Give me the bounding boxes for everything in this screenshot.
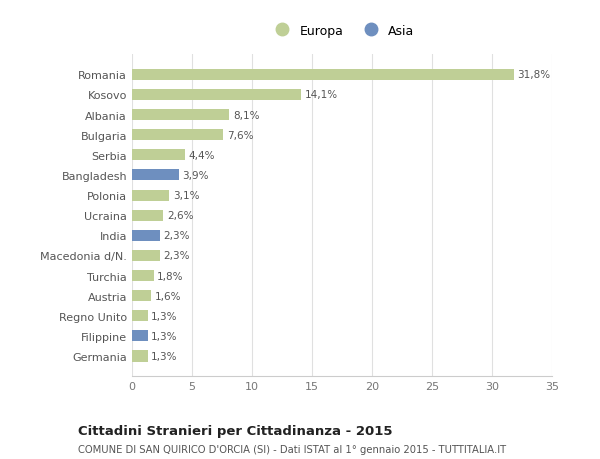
Bar [132, 230, 160, 241]
Text: COMUNE DI SAN QUIRICO D'ORCIA (SI) - Dati ISTAT al 1° gennaio 2015 - TUTTITALIA.: COMUNE DI SAN QUIRICO D'ORCIA (SI) - Dat… [78, 444, 506, 454]
Bar [132, 190, 169, 201]
Text: 3,9%: 3,9% [182, 171, 209, 180]
Bar [132, 150, 185, 161]
Bar [132, 210, 163, 221]
Text: 1,3%: 1,3% [151, 331, 178, 341]
Text: Cittadini Stranieri per Cittadinanza - 2015: Cittadini Stranieri per Cittadinanza - 2… [78, 425, 392, 437]
Bar [132, 170, 179, 181]
Text: 1,3%: 1,3% [151, 311, 178, 321]
Text: 1,8%: 1,8% [157, 271, 184, 281]
Text: 2,3%: 2,3% [163, 251, 190, 261]
Bar [132, 130, 223, 141]
Bar [132, 330, 148, 341]
Text: 7,6%: 7,6% [227, 130, 253, 140]
Text: 1,3%: 1,3% [151, 351, 178, 361]
Bar [132, 110, 229, 121]
Bar [132, 291, 151, 302]
Text: 2,3%: 2,3% [163, 231, 190, 241]
Text: 1,6%: 1,6% [155, 291, 181, 301]
Bar [132, 270, 154, 281]
Bar [132, 90, 301, 101]
Bar [132, 311, 148, 322]
Text: 31,8%: 31,8% [517, 70, 550, 80]
Bar [132, 351, 148, 362]
Text: 2,6%: 2,6% [167, 211, 193, 221]
Text: 3,1%: 3,1% [173, 190, 199, 201]
Bar [132, 250, 160, 262]
Text: 4,4%: 4,4% [188, 151, 215, 161]
Text: 14,1%: 14,1% [305, 90, 338, 100]
Legend: Europa, Asia: Europa, Asia [265, 20, 419, 43]
Bar [132, 70, 514, 81]
Text: 8,1%: 8,1% [233, 110, 259, 120]
